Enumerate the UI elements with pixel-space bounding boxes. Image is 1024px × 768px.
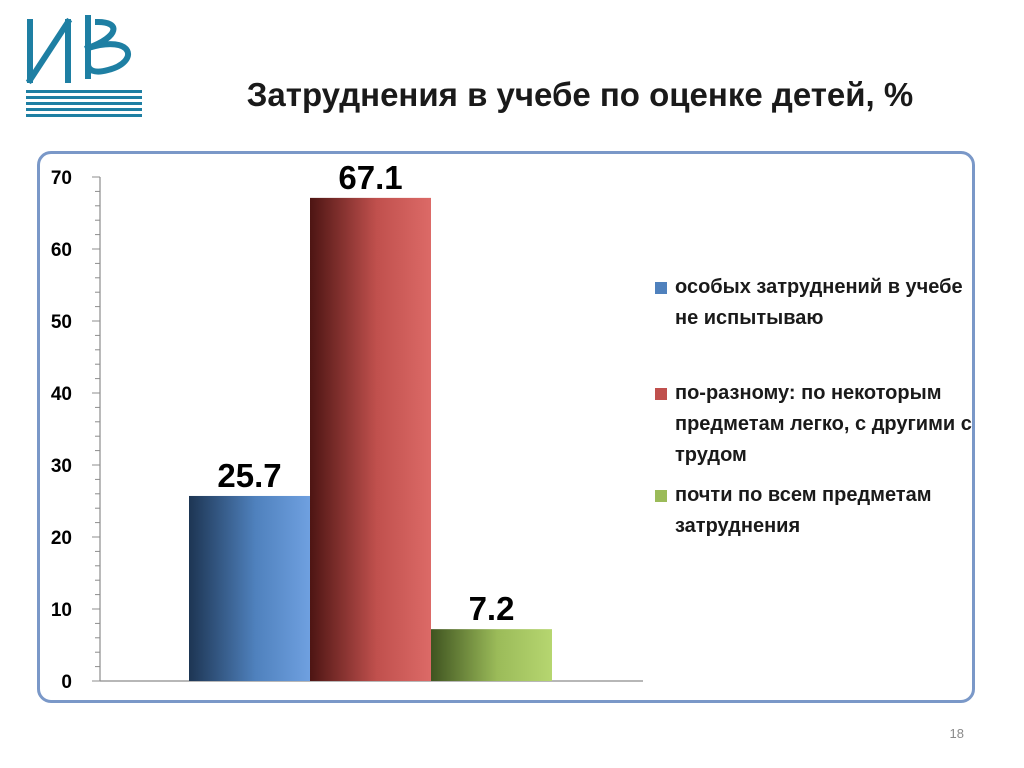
- bar-most-subjects: [431, 629, 552, 681]
- bar-no-difficulty: [189, 495, 310, 681]
- legend-label: по-разному: по некоторым предметам легко…: [675, 382, 972, 466]
- data-label: 67.1: [338, 159, 402, 196]
- y-tick-label: 40: [51, 384, 72, 405]
- y-tick-label: 60: [51, 240, 72, 261]
- y-tick-label: 0: [61, 672, 72, 693]
- y-tick-label: 50: [51, 312, 72, 333]
- bar-varies: [310, 197, 431, 681]
- page-number: 18: [949, 726, 964, 741]
- legend-label: особых затруднений в учебе не испытываю: [675, 276, 963, 329]
- logo: [24, 14, 146, 122]
- y-tick-label: 20: [51, 528, 72, 549]
- y-tick-label: 70: [51, 168, 72, 189]
- legend-label: почти по всем предметам затруднения: [675, 484, 932, 537]
- legend-swatch-green: [655, 490, 667, 502]
- legend-swatch-blue: [655, 282, 667, 294]
- y-tick-label: 30: [51, 456, 72, 477]
- legend-swatch-red: [655, 388, 667, 400]
- data-label: 25.7: [217, 457, 281, 494]
- slide-title: Затруднения в учебе по оценке детей, %: [246, 76, 914, 113]
- data-label: 7.2: [469, 590, 515, 627]
- y-tick-label: 10: [51, 600, 72, 621]
